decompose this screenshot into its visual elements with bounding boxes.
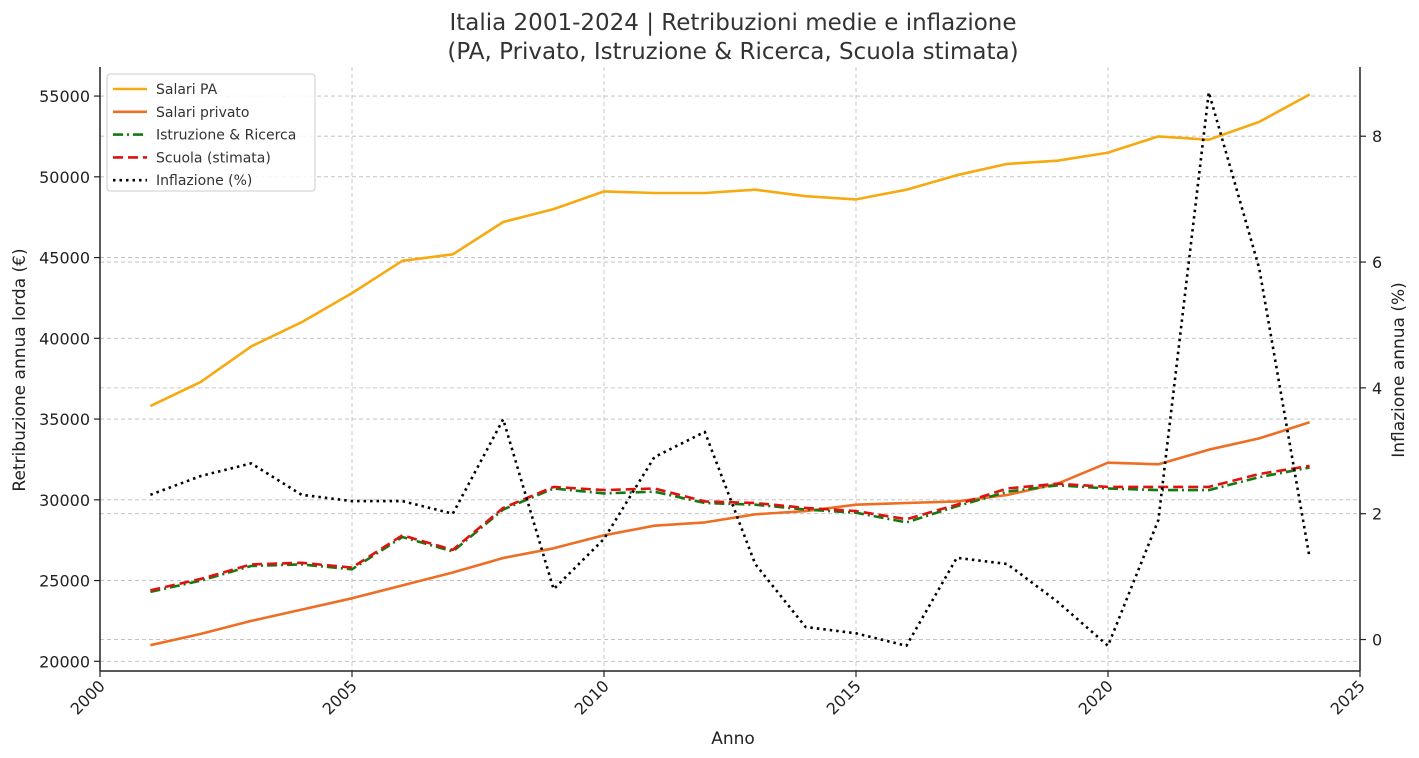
- y-tick-label: 50000: [39, 168, 90, 187]
- y-tick-label: 30000: [39, 491, 90, 510]
- y-tick-label: 55000: [39, 87, 90, 106]
- y2-tick-label: 0: [1372, 631, 1382, 650]
- x-tick-label: 2000: [67, 676, 109, 718]
- legend: Salari PA Salari privato Istruzione & Rice…: [106, 73, 316, 192]
- y-axis-title: Retribuzione annua lorda (€): [10, 248, 30, 491]
- series-lines: [149, 90, 1311, 648]
- x-tick-label: 2025: [1327, 676, 1369, 718]
- x-tick-label: 2015: [823, 676, 865, 718]
- x-axis-title: Anno: [711, 729, 755, 749]
- x-tick-label: 2010: [571, 676, 613, 718]
- x-tick-label: 2020: [1075, 676, 1117, 718]
- y-tick-label: 45000: [39, 249, 90, 268]
- y2-tick-label: 2: [1372, 505, 1382, 524]
- series-line-salari-pa: [149, 93, 1311, 408]
- y2-tick-label: 4: [1372, 379, 1382, 398]
- legend-entry: Inflazione (%): [156, 173, 252, 189]
- legend-entry: Salari privato: [156, 105, 249, 121]
- chart-title: Italia 2001-2024 | Retribuzioni medie e …: [449, 10, 1016, 36]
- y-tick-label: 35000: [39, 410, 90, 429]
- y2-tick-label: 8: [1372, 127, 1382, 146]
- y-tick-label: 20000: [39, 652, 90, 671]
- x-tick-label: 2005: [319, 676, 361, 718]
- series-line-inflazione: [149, 90, 1311, 648]
- series-line-salari-privato: [150, 421, 1310, 647]
- y-tick-label: 40000: [39, 329, 90, 348]
- legend-entry: Istruzione & Ricerca: [156, 128, 296, 144]
- y2-axis-title: Inflazione annua (%): [1389, 282, 1409, 458]
- legend-entry: Salari PA: [156, 82, 218, 98]
- series-line-istruzione-ricerca: [150, 466, 1310, 594]
- y2-tick-label: 6: [1372, 253, 1382, 272]
- y-tick-label: 25000: [39, 572, 90, 591]
- legend-entry: Scuola (stimata): [156, 150, 271, 166]
- chart-subtitle: (PA, Privato, Istruzione & Ricerca, Scuo…: [447, 39, 1018, 65]
- series-line-scuola-stimata: [150, 464, 1310, 592]
- legend-box: [106, 73, 316, 192]
